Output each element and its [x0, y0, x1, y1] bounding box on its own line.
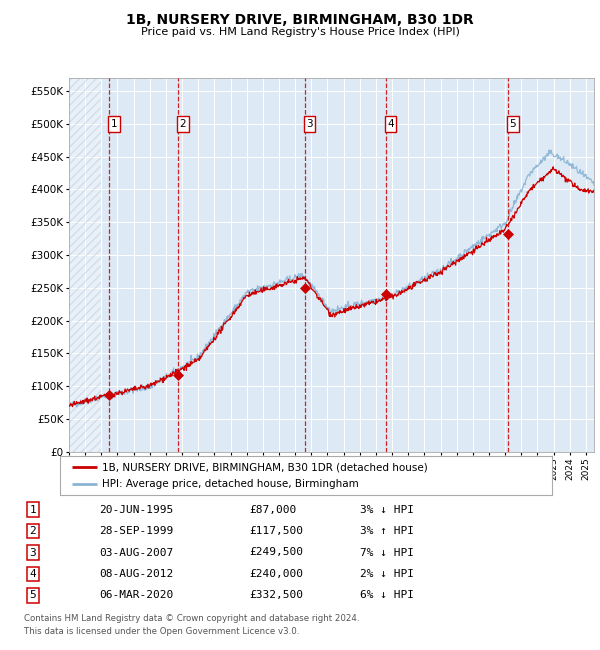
- Text: 06-MAR-2020: 06-MAR-2020: [99, 590, 173, 601]
- Text: 28-SEP-1999: 28-SEP-1999: [99, 526, 173, 536]
- Text: £117,500: £117,500: [249, 526, 303, 536]
- Text: 1B, NURSERY DRIVE, BIRMINGHAM, B30 1DR: 1B, NURSERY DRIVE, BIRMINGHAM, B30 1DR: [126, 13, 474, 27]
- Text: £240,000: £240,000: [249, 569, 303, 579]
- Text: £249,500: £249,500: [249, 547, 303, 558]
- Text: 2: 2: [179, 119, 186, 129]
- Text: 20-JUN-1995: 20-JUN-1995: [99, 504, 173, 515]
- Text: 4: 4: [387, 119, 394, 129]
- Text: 3% ↓ HPI: 3% ↓ HPI: [360, 504, 414, 515]
- Text: Price paid vs. HM Land Registry's House Price Index (HPI): Price paid vs. HM Land Registry's House …: [140, 27, 460, 37]
- Text: 7% ↓ HPI: 7% ↓ HPI: [360, 547, 414, 558]
- Text: 1B, NURSERY DRIVE, BIRMINGHAM, B30 1DR (detached house): 1B, NURSERY DRIVE, BIRMINGHAM, B30 1DR (…: [102, 462, 428, 472]
- Text: 1: 1: [29, 504, 37, 515]
- Text: £87,000: £87,000: [249, 504, 296, 515]
- Text: Contains HM Land Registry data © Crown copyright and database right 2024.
This d: Contains HM Land Registry data © Crown c…: [24, 614, 359, 636]
- Text: 2: 2: [29, 526, 37, 536]
- Text: HPI: Average price, detached house, Birmingham: HPI: Average price, detached house, Birm…: [102, 480, 359, 489]
- Text: 2% ↓ HPI: 2% ↓ HPI: [360, 569, 414, 579]
- Text: 08-AUG-2012: 08-AUG-2012: [99, 569, 173, 579]
- Text: 5: 5: [509, 119, 516, 129]
- Bar: [69, 78, 101, 452]
- Text: 3% ↑ HPI: 3% ↑ HPI: [360, 526, 414, 536]
- Text: 5: 5: [29, 590, 37, 601]
- Text: £332,500: £332,500: [249, 590, 303, 601]
- Text: 3: 3: [29, 547, 37, 558]
- Text: 6% ↓ HPI: 6% ↓ HPI: [360, 590, 414, 601]
- Text: 03-AUG-2007: 03-AUG-2007: [99, 547, 173, 558]
- Text: 4: 4: [29, 569, 37, 579]
- Text: 1: 1: [110, 119, 117, 129]
- Text: 3: 3: [306, 119, 313, 129]
